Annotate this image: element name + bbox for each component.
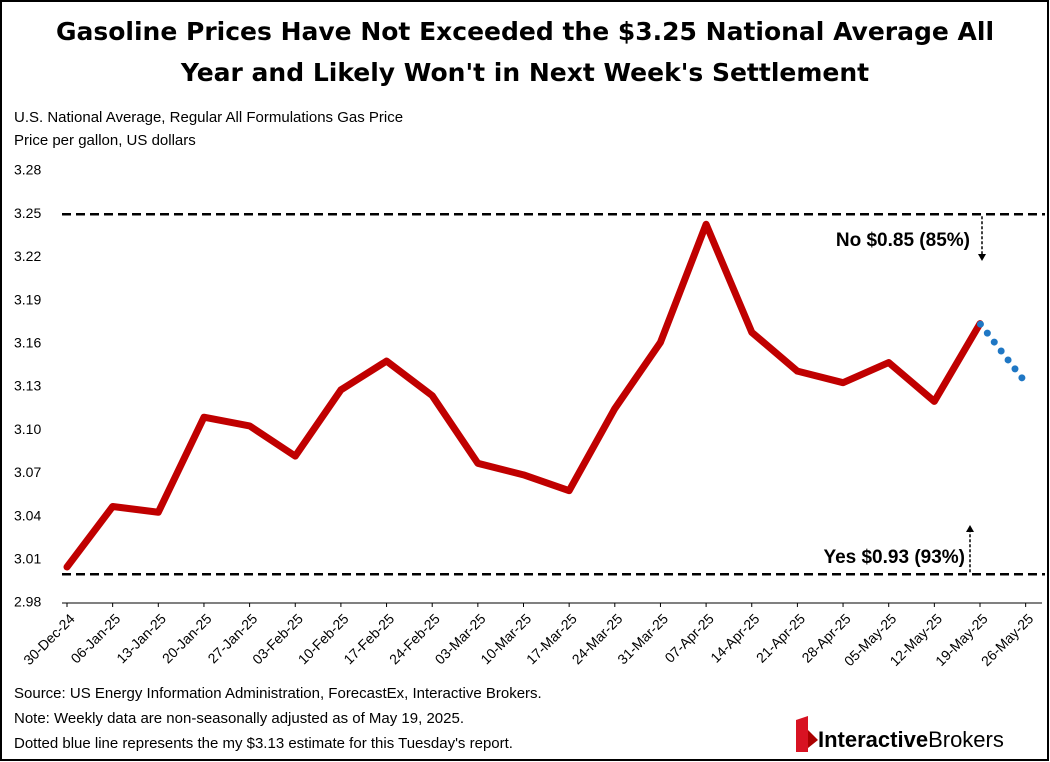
y-tick-label: 3.28 — [14, 162, 41, 178]
arrow-head — [978, 254, 986, 261]
note: Dotted blue line represents the my $3.13… — [14, 735, 513, 752]
y-tick-label: 3.07 — [14, 464, 41, 480]
series-line — [976, 320, 1030, 387]
logo-part: Interactive — [818, 727, 928, 752]
annotation: Yes $0.93 (93%) — [823, 547, 965, 568]
note: Note: Weekly data are non-seasonally adj… — [14, 710, 464, 727]
y-tick-label: 2.98 — [14, 594, 41, 610]
logo-text: InteractiveBrokers — [818, 727, 1004, 752]
annotation: No $0.85 (85%) — [836, 230, 970, 251]
logo-icon — [808, 730, 818, 748]
y-tick-label: 3.25 — [14, 205, 41, 221]
chart-title: Year and Likely Won't in Next Week's Set… — [180, 58, 869, 87]
logo: InteractiveBrokers — [796, 716, 1004, 752]
y-tick-label: 3.01 — [14, 551, 41, 567]
y-tick-label: 3.16 — [14, 335, 41, 351]
y-tick-label: 3.13 — [14, 378, 41, 394]
subtitle: Price per gallon, US dollars — [14, 132, 196, 149]
chart-title: Gasoline Prices Have Not Exceeded the $3… — [56, 17, 994, 46]
logo-part: Brokers — [928, 727, 1004, 752]
arrow-head — [966, 525, 974, 532]
subtitle: U.S. National Average, Regular All Formu… — [14, 109, 403, 126]
note: Source: US Energy Information Administra… — [14, 685, 542, 702]
logo-icon — [796, 716, 808, 752]
y-tick-label: 3.04 — [14, 507, 41, 523]
y-tick-label: 3.19 — [14, 291, 41, 307]
y-tick-label: 3.22 — [14, 248, 41, 264]
series-line — [63, 220, 984, 571]
y-tick-label: 3.10 — [14, 421, 41, 437]
